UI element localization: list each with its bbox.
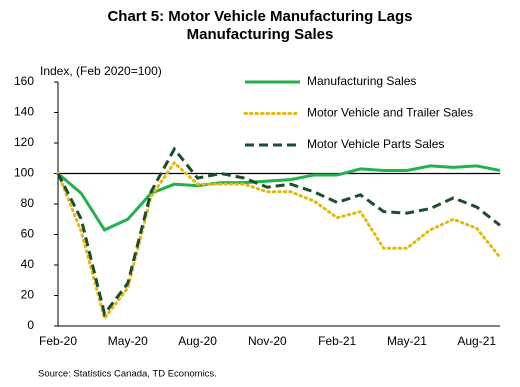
legend-label: Manufacturing Sales: [307, 74, 416, 88]
y-axis-label: Index, (Feb 2020=100): [40, 64, 162, 78]
x-tick-label: May-21: [387, 334, 427, 348]
y-tick-label: 120: [14, 135, 34, 149]
y-tick-label: 100: [14, 166, 34, 180]
chart-title: Chart 5: Motor Vehicle Manufacturing Lag…: [107, 8, 412, 25]
series-line: [56, 146, 501, 318]
y-tick-label: 0: [27, 318, 34, 332]
x-tick-label: Aug-20: [178, 334, 217, 348]
source-note: Source: Statistics Canada, TD Economics.: [38, 369, 217, 380]
y-tick-label: 80: [21, 196, 35, 210]
legend-label: Motor Vehicle Parts Sales: [307, 137, 444, 151]
x-tick-label: Feb-21: [318, 334, 356, 348]
series-line: [57, 164, 501, 232]
y-tick-label: 40: [21, 257, 35, 271]
y-tick-label: 160: [14, 74, 34, 88]
legend-label: Motor Vehicle and Trailer Sales: [307, 106, 473, 120]
y-tick-label: 60: [21, 227, 35, 241]
y-tick-label: 140: [14, 105, 34, 119]
x-tick-label: Feb-20: [39, 334, 77, 348]
x-tick-label: Aug-21: [457, 334, 496, 348]
x-tick-label: Nov-20: [248, 334, 287, 348]
x-tick-label: May-20: [108, 334, 148, 348]
y-tick-label: 20: [21, 288, 35, 302]
series-line: [56, 160, 502, 322]
chart-title: Manufacturing Sales: [187, 26, 334, 43]
